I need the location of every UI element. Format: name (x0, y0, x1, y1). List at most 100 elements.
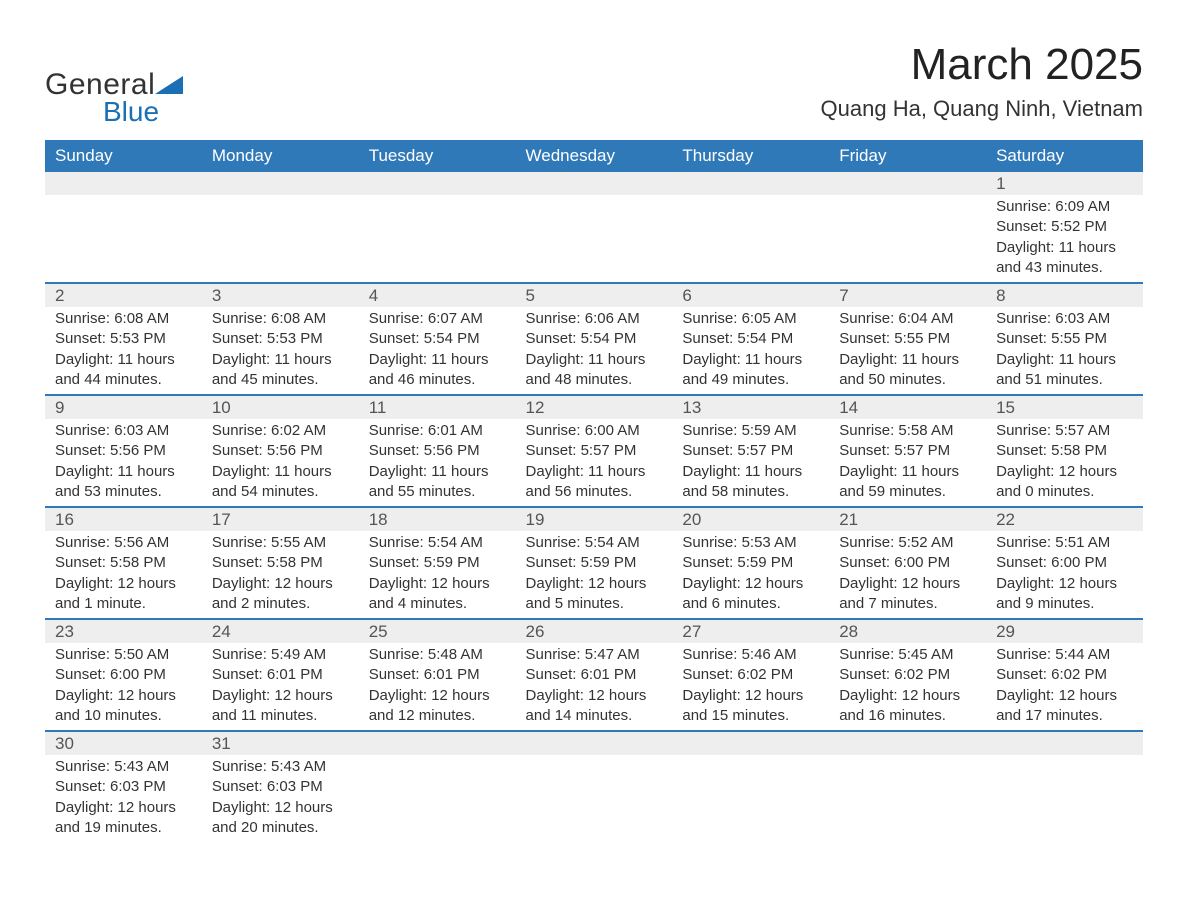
daylight-label: Daylight: 12 hours and 15 minutes. (682, 686, 819, 727)
day-data: Sunrise: 6:04 AMSunset: 5:55 PMDaylight:… (829, 307, 986, 394)
calendar-cell: 26Sunrise: 5:47 AMSunset: 6:01 PMDayligh… (516, 619, 673, 731)
calendar-cell: 28Sunrise: 5:45 AMSunset: 6:02 PMDayligh… (829, 619, 986, 731)
day-data: Sunrise: 6:08 AMSunset: 5:53 PMDaylight:… (202, 307, 359, 394)
daylight-label: Daylight: 12 hours and 20 minutes. (212, 798, 349, 839)
sunrise-label: Sunrise: 5:49 AM (212, 645, 349, 665)
daylight-label: Daylight: 12 hours and 16 minutes. (839, 686, 976, 727)
calendar-cell: 5Sunrise: 6:06 AMSunset: 5:54 PMDaylight… (516, 283, 673, 395)
day-data: Sunrise: 5:45 AMSunset: 6:02 PMDaylight:… (829, 643, 986, 730)
calendar-cell (359, 172, 516, 283)
sunset-label: Sunset: 6:01 PM (369, 665, 506, 685)
day-number (672, 732, 829, 755)
day-data: Sunrise: 6:08 AMSunset: 5:53 PMDaylight:… (45, 307, 202, 394)
sunset-label: Sunset: 6:01 PM (526, 665, 663, 685)
calendar-cell: 13Sunrise: 5:59 AMSunset: 5:57 PMDayligh… (672, 395, 829, 507)
calendar-cell (516, 172, 673, 283)
sunset-label: Sunset: 5:58 PM (996, 441, 1133, 461)
day-data (829, 195, 986, 221)
daylight-label: Daylight: 12 hours and 19 minutes. (55, 798, 192, 839)
day-number: 25 (359, 620, 516, 643)
calendar-cell: 29Sunrise: 5:44 AMSunset: 6:02 PMDayligh… (986, 619, 1143, 731)
day-data: Sunrise: 6:06 AMSunset: 5:54 PMDaylight:… (516, 307, 673, 394)
day-number (672, 172, 829, 195)
daylight-label: Daylight: 12 hours and 11 minutes. (212, 686, 349, 727)
calendar-cell: 15Sunrise: 5:57 AMSunset: 5:58 PMDayligh… (986, 395, 1143, 507)
day-data (45, 195, 202, 221)
calendar-cell (202, 172, 359, 283)
calendar-cell: 19Sunrise: 5:54 AMSunset: 5:59 PMDayligh… (516, 507, 673, 619)
day-number: 11 (359, 396, 516, 419)
calendar-cell: 2Sunrise: 6:08 AMSunset: 5:53 PMDaylight… (45, 283, 202, 395)
day-data: Sunrise: 6:02 AMSunset: 5:56 PMDaylight:… (202, 419, 359, 506)
day-number: 28 (829, 620, 986, 643)
sunrise-label: Sunrise: 5:46 AM (682, 645, 819, 665)
daylight-label: Daylight: 11 hours and 51 minutes. (996, 350, 1133, 391)
title-block: March 2025 Quang Ha, Quang Ninh, Vietnam (821, 40, 1143, 122)
calendar-cell (45, 172, 202, 283)
sunrise-label: Sunrise: 5:43 AM (55, 757, 192, 777)
sunrise-label: Sunrise: 6:06 AM (526, 309, 663, 329)
day-data: Sunrise: 5:50 AMSunset: 6:00 PMDaylight:… (45, 643, 202, 730)
day-data (516, 755, 673, 781)
day-number: 19 (516, 508, 673, 531)
day-header: Sunday (45, 140, 202, 172)
day-number (45, 172, 202, 195)
month-title: March 2025 (821, 40, 1143, 90)
daylight-label: Daylight: 12 hours and 9 minutes. (996, 574, 1133, 615)
day-header: Wednesday (516, 140, 673, 172)
day-data: Sunrise: 5:43 AMSunset: 6:03 PMDaylight:… (45, 755, 202, 842)
page-header: General Blue March 2025 Quang Ha, Quang … (45, 40, 1143, 128)
calendar-week-row: 16Sunrise: 5:56 AMSunset: 5:58 PMDayligh… (45, 507, 1143, 619)
day-number: 14 (829, 396, 986, 419)
day-number: 15 (986, 396, 1143, 419)
calendar-cell: 12Sunrise: 6:00 AMSunset: 5:57 PMDayligh… (516, 395, 673, 507)
day-number: 2 (45, 284, 202, 307)
day-number: 27 (672, 620, 829, 643)
calendar-cell: 1Sunrise: 6:09 AMSunset: 5:52 PMDaylight… (986, 172, 1143, 283)
sunrise-label: Sunrise: 6:04 AM (839, 309, 976, 329)
sunrise-label: Sunrise: 5:45 AM (839, 645, 976, 665)
day-number: 4 (359, 284, 516, 307)
day-number (516, 172, 673, 195)
sunrise-label: Sunrise: 6:03 AM (996, 309, 1133, 329)
day-data: Sunrise: 6:05 AMSunset: 5:54 PMDaylight:… (672, 307, 829, 394)
day-data: Sunrise: 5:55 AMSunset: 5:58 PMDaylight:… (202, 531, 359, 618)
day-data: Sunrise: 5:46 AMSunset: 6:02 PMDaylight:… (672, 643, 829, 730)
sunrise-label: Sunrise: 6:02 AM (212, 421, 349, 441)
sunset-label: Sunset: 5:59 PM (526, 553, 663, 573)
day-header: Saturday (986, 140, 1143, 172)
day-data (672, 755, 829, 781)
daylight-label: Daylight: 12 hours and 0 minutes. (996, 462, 1133, 503)
calendar-cell (516, 731, 673, 842)
daylight-label: Daylight: 11 hours and 44 minutes. (55, 350, 192, 391)
calendar-cell: 4Sunrise: 6:07 AMSunset: 5:54 PMDaylight… (359, 283, 516, 395)
calendar-cell: 7Sunrise: 6:04 AMSunset: 5:55 PMDaylight… (829, 283, 986, 395)
day-number: 16 (45, 508, 202, 531)
day-number: 22 (986, 508, 1143, 531)
sunrise-label: Sunrise: 6:08 AM (212, 309, 349, 329)
calendar-cell: 21Sunrise: 5:52 AMSunset: 6:00 PMDayligh… (829, 507, 986, 619)
daylight-label: Daylight: 12 hours and 12 minutes. (369, 686, 506, 727)
sunrise-label: Sunrise: 6:08 AM (55, 309, 192, 329)
sunset-label: Sunset: 6:00 PM (55, 665, 192, 685)
daylight-label: Daylight: 12 hours and 1 minute. (55, 574, 192, 615)
daylight-label: Daylight: 12 hours and 5 minutes. (526, 574, 663, 615)
sunrise-label: Sunrise: 6:05 AM (682, 309, 819, 329)
day-number: 24 (202, 620, 359, 643)
day-data (359, 195, 516, 221)
day-data: Sunrise: 5:47 AMSunset: 6:01 PMDaylight:… (516, 643, 673, 730)
daylight-label: Daylight: 12 hours and 4 minutes. (369, 574, 506, 615)
day-header: Thursday (672, 140, 829, 172)
day-number: 18 (359, 508, 516, 531)
day-number (829, 172, 986, 195)
sunset-label: Sunset: 5:59 PM (369, 553, 506, 573)
sunrise-label: Sunrise: 5:58 AM (839, 421, 976, 441)
day-number: 9 (45, 396, 202, 419)
day-number: 7 (829, 284, 986, 307)
sunrise-label: Sunrise: 5:55 AM (212, 533, 349, 553)
calendar-week-row: 1Sunrise: 6:09 AMSunset: 5:52 PMDaylight… (45, 172, 1143, 283)
sunrise-label: Sunrise: 5:52 AM (839, 533, 976, 553)
day-data: Sunrise: 5:53 AMSunset: 5:59 PMDaylight:… (672, 531, 829, 618)
calendar-week-row: 23Sunrise: 5:50 AMSunset: 6:00 PMDayligh… (45, 619, 1143, 731)
daylight-label: Daylight: 11 hours and 46 minutes. (369, 350, 506, 391)
